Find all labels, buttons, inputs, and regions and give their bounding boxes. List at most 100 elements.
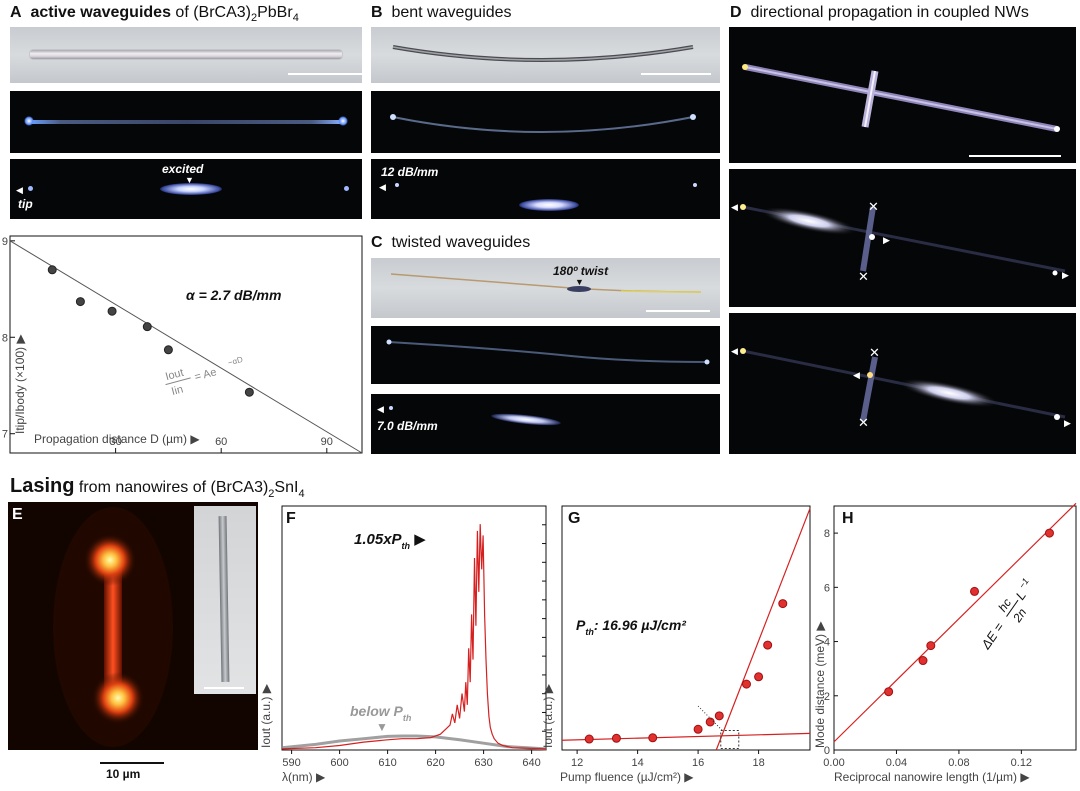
- y-tick-label: 4: [824, 637, 830, 649]
- data-point-7: [754, 672, 764, 682]
- label-low-sub: th: [403, 713, 412, 723]
- data-point-0: [584, 734, 594, 744]
- x-tick-label: 90: [321, 436, 333, 448]
- panel-c-letter: C: [371, 234, 383, 251]
- plot-frame: [281, 505, 547, 751]
- label-high-text: 1.05xP: [354, 531, 403, 548]
- arrow-left-icon: ◀: [377, 404, 384, 414]
- panel-c-title-text: twisted waveguides: [391, 234, 531, 251]
- y-tick-label: 0: [824, 745, 830, 757]
- threshold-box: [720, 729, 740, 749]
- scale-bar: [100, 762, 164, 764]
- arrow-left-icon: ◀: [379, 182, 386, 192]
- label-twist: 180º twist: [553, 264, 609, 278]
- panel-a-title-sub2: 4: [292, 12, 299, 25]
- x-tick-label: 640: [522, 757, 540, 769]
- label-high-arrow: ▶: [410, 531, 426, 548]
- data-point-9: [778, 599, 788, 609]
- x-tick-label: 0.12: [1011, 757, 1032, 769]
- fit-line: [9, 240, 363, 454]
- arrow-right-icon: ▶: [1064, 418, 1071, 428]
- formula-denominator: Iin: [170, 383, 184, 398]
- y-axis-label: Iout (a.u.) ▶: [541, 683, 555, 748]
- data-point-3: [970, 586, 980, 596]
- nanowire: [218, 515, 230, 683]
- formula-numerator: hc: [995, 596, 1014, 614]
- data-point-8: [763, 640, 773, 650]
- panel-e-inset-image: [194, 506, 256, 694]
- lasing-header-sub1: 2: [268, 488, 275, 500]
- data-point-2: [926, 641, 936, 651]
- arrow-left-icon: ◀: [16, 185, 23, 195]
- panel-g-threshold-chart: 12 14 16 18 Pth: 16.96 µJ/cm² Pump fluence (µ…: [541, 505, 811, 784]
- panel-e-letter: E: [12, 506, 23, 523]
- y-axis-label: Mode distance (meV) ▶: [813, 621, 827, 748]
- arrow-right-icon: ▶: [883, 235, 890, 245]
- cross-mark-icon: ✕: [858, 269, 869, 284]
- data-point-1: [918, 656, 928, 666]
- plot-frame: [561, 505, 811, 751]
- panel-g-letter: G: [568, 510, 581, 527]
- fit-line: [833, 502, 1077, 743]
- series-line-1-05xPth: [281, 524, 547, 750]
- label-tip: tip: [18, 197, 33, 211]
- scale-bar: [646, 310, 710, 312]
- twisted-nanowire-emission: [386, 339, 710, 365]
- tip-glow-left: [24, 116, 34, 126]
- panel-c-excited-image: ◀ 7.0 dB/mm: [371, 394, 720, 454]
- twisted-nanowire: [390, 273, 702, 293]
- bent-nanowire-emission: [390, 114, 696, 133]
- y-axis-label: Itip/Ibody (×100) ▶: [13, 334, 27, 434]
- x-tick-label: 590: [282, 757, 300, 769]
- excitation-spot: [160, 183, 222, 195]
- scale-bar-label: 10 µm: [106, 767, 141, 781]
- panel-a-letter: A: [10, 4, 22, 21]
- panel-d-letter: D: [730, 4, 742, 21]
- plot-frame: [9, 235, 363, 454]
- label-loss-bent: 12 dB/mm: [381, 165, 439, 179]
- lasing-header-sub2: 4: [298, 488, 305, 500]
- scale-bar: [204, 687, 244, 689]
- arrow-left-icon: ◀: [731, 346, 738, 356]
- data-point-4: [163, 345, 173, 355]
- panel-b-title: B bent waveguides: [371, 4, 512, 22]
- panel-d-title-text: directional propagation in coupled NWs: [750, 4, 1029, 21]
- lasing-header: Lasing from nanowires of (BrCA3)2SnI4: [10, 475, 305, 500]
- panel-d-emission-image: [729, 27, 1076, 163]
- panel-a-title: A active waveguides of (BrCA3)2PbBr4: [10, 4, 299, 24]
- y-tick-label: 8: [2, 332, 8, 344]
- tip-glow-right: [338, 116, 348, 126]
- lasing-header-rest: from nanowires of (BrCA3): [74, 479, 269, 496]
- x-axis-label: Pump fluence (µJ/cm²) ▶: [560, 770, 694, 784]
- x-axis-label: Reciprocal nanowire length (1/µm) ▶: [834, 770, 1030, 784]
- data-point-3: [693, 724, 703, 734]
- x-tick-label: 600: [330, 757, 348, 769]
- panel-f-letter: F: [286, 510, 296, 527]
- x-tick-label: 0.00: [823, 757, 844, 769]
- lasing-header-bold: Lasing: [10, 475, 75, 497]
- panel-a-title-bold: active waveguides: [30, 4, 171, 21]
- panel-h-letter: H: [842, 510, 854, 527]
- data-point-0: [884, 687, 894, 697]
- formula-rhs: = Ae: [193, 366, 218, 383]
- tip-glow-left: [395, 183, 399, 187]
- data-point-2: [648, 733, 658, 743]
- data-point-1: [75, 297, 85, 307]
- fit-line-below: [561, 732, 811, 741]
- cross-mark-icon: ✕: [858, 415, 869, 430]
- x-axis-label: Propagation distance D (µm) ▶: [34, 432, 200, 446]
- data-point-0: [47, 265, 57, 275]
- excitation-spot: [490, 411, 562, 428]
- panel-a-excited-image: excited ▼ ◀ tip: [10, 159, 362, 219]
- crossed-nanowires-excited-2: [740, 348, 1066, 422]
- panel-a-optical-image: [10, 27, 362, 83]
- panel-b-emission-image: [371, 91, 720, 153]
- x-tick-label: 14: [631, 757, 643, 769]
- y-tick-label: 7: [2, 429, 8, 441]
- label-excited: excited: [162, 162, 204, 176]
- arrow-down-icon: ▼: [185, 175, 194, 185]
- label-high-sub: th: [402, 541, 411, 551]
